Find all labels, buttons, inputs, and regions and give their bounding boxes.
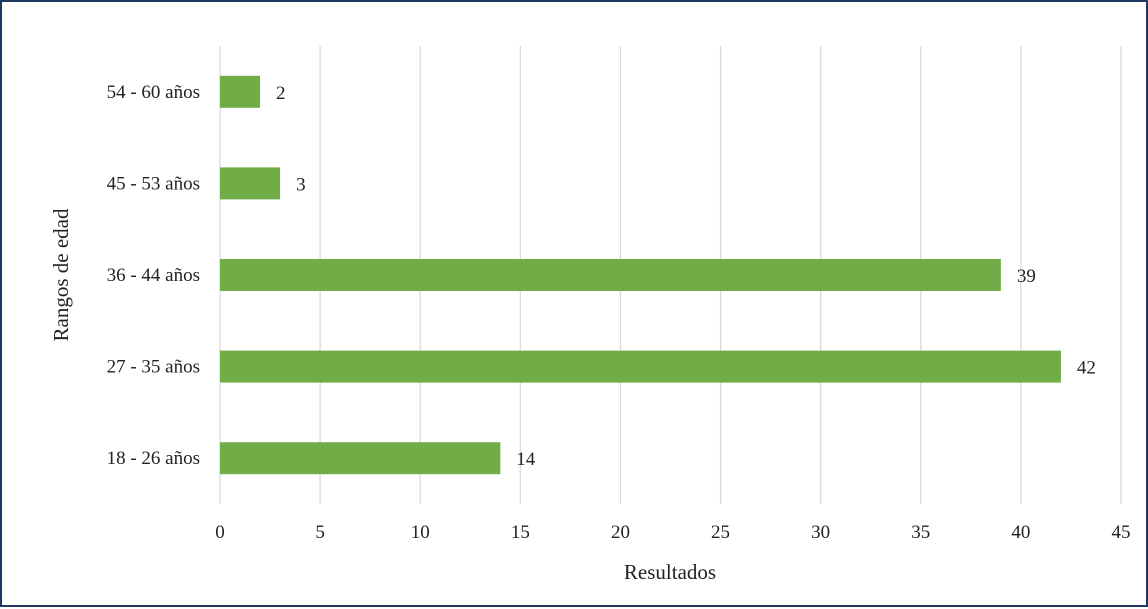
x-tick-label: 40 [1011,522,1030,543]
data-label: 42 [1077,358,1096,379]
data-label: 39 [1017,266,1036,287]
category-label: 27 - 35 años [107,357,200,378]
x-tick-label: 20 [611,522,630,543]
x-axis-title: Resultados [624,560,716,584]
category-label: 54 - 60 años [107,82,200,103]
y-axis-title: Rangos de edad [49,208,73,341]
bar [220,350,1061,383]
bars [220,75,1061,475]
category-labels: 18 - 26 años 27 - 35 años 36 - 44 años 45 -… [107,82,200,469]
x-tick-label: 10 [411,522,430,543]
x-tick-label: 25 [711,522,730,543]
x-tick-label: 45 [1112,522,1131,543]
data-labels: 14 42 39 3 2 [276,83,1096,470]
data-label: 14 [516,449,536,470]
category-label: 36 - 44 años [107,265,200,286]
x-tick-label: 0 [215,522,225,543]
category-label: 45 - 53 años [107,173,200,194]
bar [220,75,261,108]
bar [220,442,501,475]
x-tick-label: 5 [315,522,325,543]
x-tick-label: 15 [511,522,530,543]
category-label: 18 - 26 años [107,448,200,469]
data-label: 3 [296,174,306,195]
bar [220,259,1001,291]
data-label: 2 [276,83,286,104]
x-tick-label: 35 [911,522,930,543]
bar [220,167,281,200]
x-tick-labels: 0 5 10 15 20 25 30 35 40 45 [215,522,1130,543]
x-tick-label: 30 [811,522,830,543]
